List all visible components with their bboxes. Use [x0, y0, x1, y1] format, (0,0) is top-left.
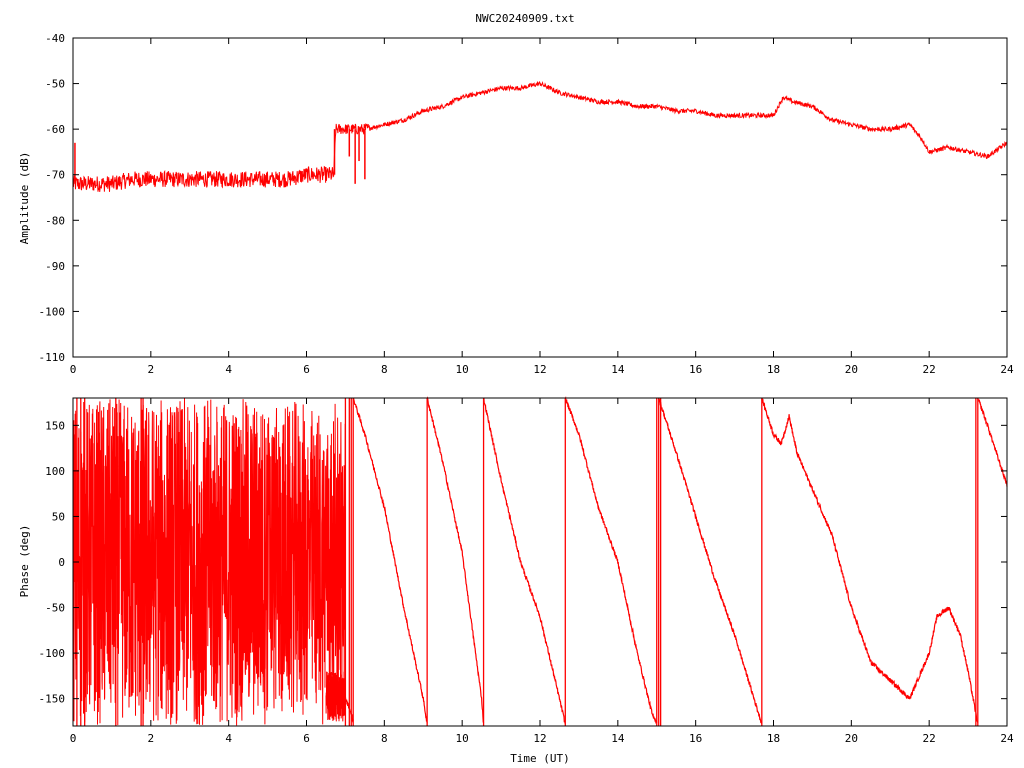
amplitude-y-tick-label: -90	[45, 260, 65, 273]
phase-axes: 0 2 4 6 8 10 12 14 16 18 20 22 24-150-100-5005010015…	[39, 397, 1014, 745]
time-x-axis-label: Time (UT)	[510, 752, 570, 765]
phase-x-tick-label: 2	[148, 732, 155, 745]
amplitude-x-tick-label: 0	[70, 363, 77, 376]
amplitude-traces	[72, 80, 1008, 192]
amplitude-x-tick-label: 12	[533, 363, 546, 376]
phase-x-tick-label: 12	[533, 732, 546, 745]
phase-y-tick-label: 150	[45, 419, 65, 432]
amplitude-y-tick-label: -50	[45, 78, 65, 91]
phase-x-tick-label: 24	[1000, 732, 1014, 745]
amplitude-x-tick-label: 6	[303, 363, 310, 376]
amplitude-y-tick-label: -70	[45, 169, 65, 182]
amplitude-x-tick-label: 24	[1000, 363, 1014, 376]
amplitude-x-tick-label: 18	[767, 363, 780, 376]
amplitude-y-tick-label: -80	[45, 214, 65, 227]
chart-title: NWC20240909.txt	[475, 12, 574, 25]
amplitude-x-tick-label: 4	[225, 363, 232, 376]
amplitude-x-tick-label: 22	[923, 363, 936, 376]
phase-noisy-tail	[325, 671, 346, 722]
phase-traces	[72, 396, 1008, 726]
amplitude-y-tick-label: -100	[39, 305, 66, 318]
phase-x-tick-label: 16	[689, 732, 702, 745]
phase-y-tick-label: 0	[58, 556, 65, 569]
phase-panel: Phase (deg) 0 2 4 6 8 10 12 14 16 18 20 22 24-150-10…	[18, 396, 1014, 765]
phase-x-tick-label: 20	[845, 732, 858, 745]
amplitude-x-tick-label: 2	[148, 363, 155, 376]
amplitude-y-tick-label: -110	[39, 351, 66, 364]
phase-segment	[977, 397, 1008, 487]
amplitude-x-tick-label: 16	[689, 363, 702, 376]
amplitude-x-tick-label: 20	[845, 363, 858, 376]
phase-y-tick-label: -50	[45, 602, 65, 615]
phase-x-tick-label: 22	[923, 732, 936, 745]
phase-y-axis-label: Phase (deg)	[18, 525, 31, 598]
amplitude-plot-frame	[72, 37, 1008, 358]
amplitude-y-tick-label: -40	[45, 32, 65, 45]
phase-x-tick-label: 14	[611, 732, 625, 745]
phase-x-tick-label: 6	[303, 732, 310, 745]
phase-x-tick-label: 0	[70, 732, 77, 745]
amplitude-panel: Amplitude (dB) 0 2 4 6 8 10 12 14 16 18 20 22 24-110…	[18, 32, 1014, 376]
phase-y-tick-label: 50	[52, 510, 65, 523]
amplitude-axes: 0 2 4 6 8 10 12 14 16 18 20 22 24-110-100-90-80-70-6…	[39, 32, 1014, 376]
phase-y-tick-label: -100	[39, 647, 66, 660]
amplitude-line	[72, 80, 1008, 192]
phase-x-tick-label: 8	[381, 732, 388, 745]
phase-segment	[352, 398, 428, 724]
phase-segment	[564, 396, 658, 725]
amplitude-y-tick-label: -60	[45, 123, 65, 136]
phase-segment	[658, 397, 763, 724]
phase-y-tick-label: -150	[39, 693, 66, 706]
phase-noisy-trace	[72, 398, 346, 726]
phase-segment	[483, 397, 566, 724]
amplitude-x-tick-label: 14	[611, 363, 625, 376]
phase-segment	[761, 397, 979, 723]
phase-x-tick-label: 4	[225, 732, 232, 745]
amplitude-x-tick-label: 10	[456, 363, 469, 376]
amplitude-y-axis-label: Amplitude (dB)	[18, 152, 31, 245]
phase-x-tick-label: 10	[456, 732, 469, 745]
phase-x-tick-label: 18	[767, 732, 780, 745]
phase-segment	[426, 396, 485, 724]
phase-y-tick-label: 100	[45, 465, 65, 478]
amplitude-x-tick-label: 8	[381, 363, 388, 376]
